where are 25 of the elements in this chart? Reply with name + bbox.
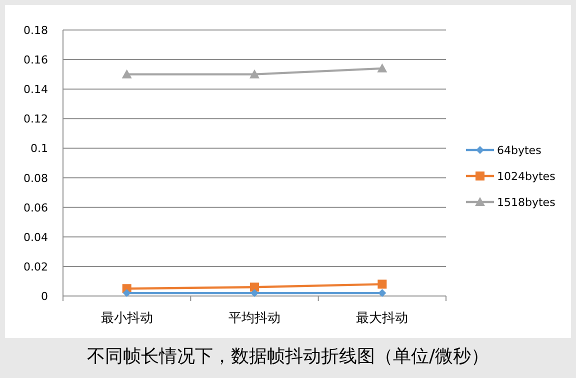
point	[250, 282, 259, 292]
x-tick-label: 最大抖动	[356, 311, 408, 326]
y-tick-label: 0.08	[24, 172, 48, 185]
y-tick-label: 0.06	[24, 201, 48, 214]
legend-label: 1518bytes	[497, 196, 556, 209]
y-tick-label: 0.16	[24, 54, 48, 67]
x-tick-label: 最小抖动	[100, 311, 153, 326]
point	[378, 289, 386, 298]
y-tick-label: 0.02	[24, 260, 48, 274]
legend-label: 1024bytes	[497, 170, 556, 183]
point	[250, 289, 258, 298]
y-tick-label: 0	[41, 290, 48, 303]
text: 不同帧长情况下，数据帧抖动折线图（单位/微秒）	[86, 346, 490, 367]
y-tick-label: 0.12	[24, 112, 48, 126]
y-tick-label: 0.1	[30, 142, 48, 156]
point	[377, 63, 388, 72]
y-tick-label: 0.04	[24, 230, 48, 244]
y-tick-label: 0.18	[24, 24, 48, 37]
legend-label: 64bytes	[497, 144, 542, 157]
point	[122, 289, 131, 298]
point	[122, 69, 132, 78]
y-tick-label: 0.14	[24, 83, 48, 96]
point	[378, 280, 387, 289]
x-tick-label: 平均抖动	[228, 311, 280, 326]
point	[250, 69, 260, 78]
